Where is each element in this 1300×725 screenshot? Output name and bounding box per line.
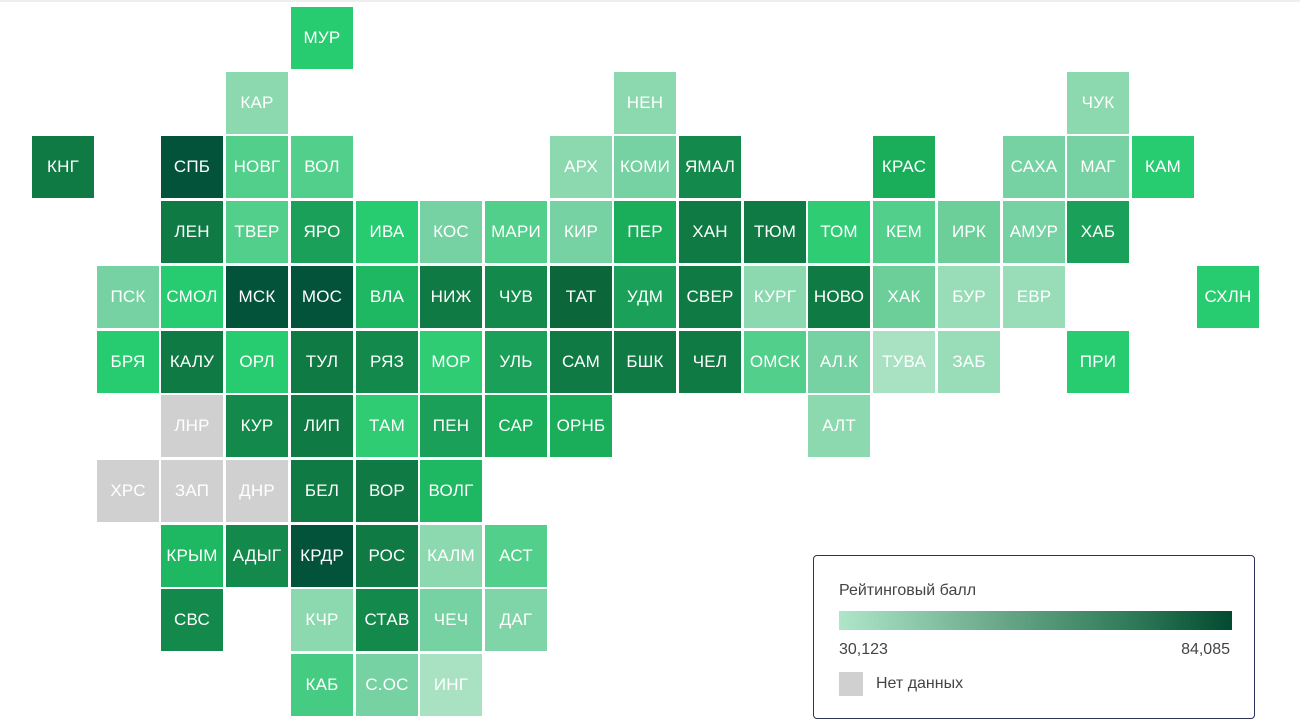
region-tile[interactable]: ЕВР [1003,266,1065,328]
region-tile[interactable]: ПЕН [420,395,482,457]
region-tile[interactable]: ХАК [873,266,935,328]
region-tile[interactable]: КАБ [291,654,353,716]
region-tile[interactable]: КУР [226,395,288,457]
region-tile[interactable]: НОВО [808,266,870,328]
region-tile[interactable]: ХАН [679,201,741,263]
region-tile[interactable]: ХРС [97,460,159,522]
region-tile[interactable]: ХАБ [1067,201,1129,263]
legend-title: Рейтинговый балл [839,582,977,599]
region-tile[interactable]: СПБ [161,136,223,198]
region-tile[interactable]: ОРНБ [550,395,612,457]
region-tile[interactable]: ТУЛ [291,331,353,393]
region-tile[interactable]: СВЕР [679,266,741,328]
region-tile[interactable]: САР [485,395,547,457]
region-tile[interactable]: УЛЬ [485,331,547,393]
region-tile[interactable]: УДМ [614,266,676,328]
no-data-swatch [839,672,863,696]
region-tile[interactable]: ВОР [356,460,418,522]
region-tile[interactable]: ТОМ [808,201,870,263]
region-tile[interactable]: ТАТ [550,266,612,328]
region-tile[interactable]: С.ОС [356,654,418,716]
region-tile[interactable]: ЧУВ [485,266,547,328]
region-tile[interactable]: ВЛА [356,266,418,328]
region-tile[interactable]: ИВА [356,201,418,263]
region-tile[interactable]: ЧЕЛ [679,331,741,393]
region-tile[interactable]: НОВГ [226,136,288,198]
region-tile[interactable]: ЛЕН [161,201,223,263]
region-tile[interactable]: СВС [161,589,223,651]
region-tile[interactable]: ПЕР [614,201,676,263]
region-tile[interactable]: САМ [550,331,612,393]
region-tile[interactable]: ЗАБ [938,331,1000,393]
region-tile[interactable]: ЧЕЧ [420,589,482,651]
legend-gradient-bar [839,611,1232,630]
region-tile[interactable]: МАРИ [485,201,547,263]
region-tile[interactable]: КЧР [291,589,353,651]
region-tile[interactable]: ЧУК [1067,72,1129,134]
region-tile[interactable]: ЯРО [291,201,353,263]
region-tile[interactable]: АРХ [550,136,612,198]
region-tile[interactable]: МОС [291,266,353,328]
region-tile[interactable]: КРДР [291,525,353,587]
region-tile[interactable]: КЕМ [873,201,935,263]
region-tile[interactable]: КУРГ [744,266,806,328]
region-tile[interactable]: ИРК [938,201,1000,263]
region-tile[interactable]: ВОЛ [291,136,353,198]
region-tile[interactable]: ОРЛ [226,331,288,393]
region-tile[interactable]: ДНР [226,460,288,522]
legend: Рейтинговый балл 30,123 84,085 Нет данны… [813,555,1255,719]
region-tile[interactable]: АЛ.К [808,331,870,393]
region-tile[interactable]: ОМСК [744,331,806,393]
region-tile[interactable]: НИЖ [420,266,482,328]
region-tile[interactable]: АДЫГ [226,525,288,587]
region-tile[interactable]: ЛНР [161,395,223,457]
region-tile[interactable]: РЯЗ [356,331,418,393]
region-tile[interactable]: АСТ [485,525,547,587]
region-tile[interactable]: ЗАП [161,460,223,522]
region-tile[interactable]: БРЯ [97,331,159,393]
region-tile[interactable]: КАЛМ [420,525,482,587]
region-tile[interactable]: СХЛН [1197,266,1259,328]
region-tile[interactable]: ТВЕР [226,201,288,263]
region-tile[interactable]: ПРИ [1067,331,1129,393]
legend-min-label: 30,123 [839,641,888,658]
region-tile[interactable]: КРАС [873,136,935,198]
region-tile[interactable]: ТЮМ [744,201,806,263]
region-tile[interactable]: ВОЛГ [420,460,482,522]
region-tile[interactable]: КИР [550,201,612,263]
region-tile[interactable]: КНГ [32,136,94,198]
region-tile[interactable]: НЕН [614,72,676,134]
region-tile[interactable]: ТАМ [356,395,418,457]
region-tile[interactable]: СМОЛ [161,266,223,328]
region-tile[interactable]: ДАГ [485,589,547,651]
region-tile[interactable]: КРЫМ [161,525,223,587]
region-tile[interactable]: БУР [938,266,1000,328]
no-data-label: Нет данных [876,675,964,692]
region-tile[interactable]: САХА [1003,136,1065,198]
legend-max-label: 84,085 [1181,641,1230,658]
region-tile[interactable]: АМУР [1003,201,1065,263]
region-tile[interactable]: МУР [291,7,353,69]
region-tile[interactable]: КАР [226,72,288,134]
region-tile[interactable]: КАЛУ [161,331,223,393]
region-tile[interactable]: ИНГ [420,654,482,716]
region-tile[interactable]: КАМ [1132,136,1194,198]
region-tile[interactable]: ПСК [97,266,159,328]
region-tile[interactable]: МОР [420,331,482,393]
region-tile[interactable]: БШК [614,331,676,393]
region-tile[interactable]: МСК [226,266,288,328]
region-tile[interactable]: РОС [356,525,418,587]
region-tile[interactable]: БЕЛ [291,460,353,522]
region-tile[interactable]: ЯМАЛ [679,136,741,198]
top-divider [0,0,1300,2]
region-tile[interactable]: СТАВ [356,589,418,651]
region-tile[interactable]: АЛТ [808,395,870,457]
region-tile[interactable]: МАГ [1067,136,1129,198]
region-tile[interactable]: ЛИП [291,395,353,457]
region-tile[interactable]: ТУВА [873,331,935,393]
region-tile[interactable]: КОС [420,201,482,263]
region-tile[interactable]: КОМИ [614,136,676,198]
